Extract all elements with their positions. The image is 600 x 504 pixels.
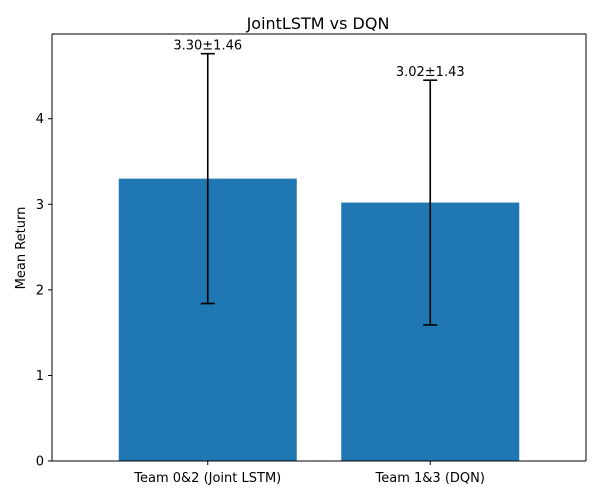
y-tick-label-1: 1 <box>36 369 44 384</box>
plot-area: 3.30±1.46 3.02±1.43 0 1 2 3 4 Team 0&2 (Joint L… <box>36 33 587 486</box>
y-tick-label-2: 2 <box>36 283 44 298</box>
data-label-0: 3.30±1.46 <box>173 39 242 54</box>
y-tick-label-4: 4 <box>36 112 44 127</box>
data-label-1: 3.02±1.43 <box>396 65 465 80</box>
chart-title: JointLSTM vs DQN <box>246 14 390 33</box>
x-tick-label-1: Team 1&3 (DQN) <box>375 471 485 486</box>
y-axis-label: Mean Return <box>14 207 29 290</box>
y-tick-label-0: 0 <box>36 455 44 470</box>
x-tick-label-0: Team 0&2 (Joint LSTM) <box>133 471 281 486</box>
y-tick-label-3: 3 <box>36 198 44 213</box>
